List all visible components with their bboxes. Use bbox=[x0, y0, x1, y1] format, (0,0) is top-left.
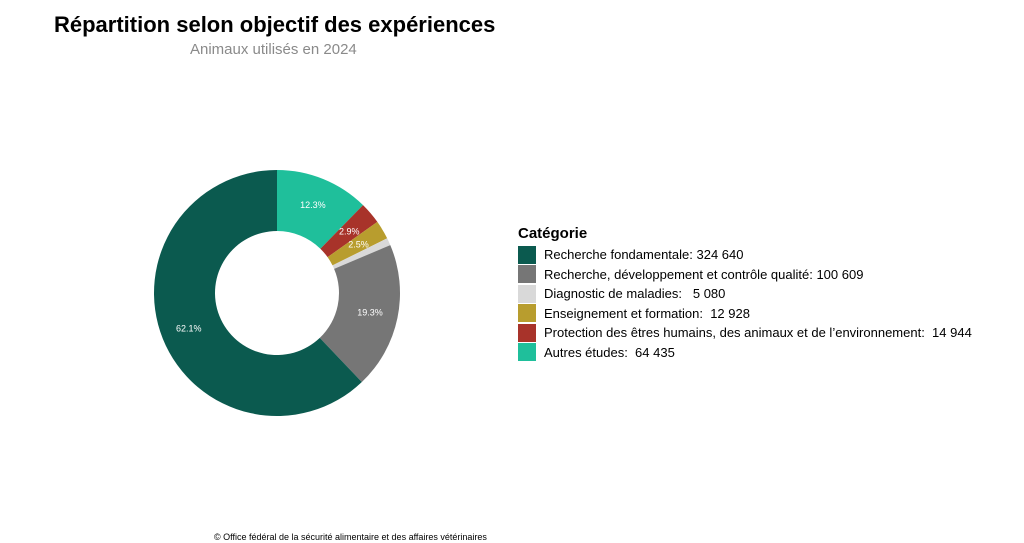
legend-title: Catégorie bbox=[518, 225, 588, 242]
slice-label: 2.5% bbox=[348, 239, 369, 249]
legend-item: Recherche fondamentale: 324 640 bbox=[518, 245, 972, 265]
slice-label: 62.1% bbox=[176, 323, 202, 333]
legend-label: Recherche fondamentale: 324 640 bbox=[544, 247, 744, 263]
legend-swatch bbox=[518, 245, 536, 264]
legend-label: Autres études: 64 435 bbox=[544, 344, 675, 360]
slice-protection-des-tres-humains-des-animaux-et-de-l-environnement bbox=[320, 205, 378, 258]
slice-enseignement-et-formation bbox=[327, 221, 388, 266]
legend-swatch bbox=[518, 304, 536, 323]
legend-label: Enseignement et formation: 12 928 bbox=[544, 305, 750, 321]
chart-subtitle: Animaux utilisés en 2024 bbox=[190, 41, 357, 58]
source-note: © Office fédéral de la sécurité alimenta… bbox=[214, 532, 487, 542]
legend-swatch bbox=[518, 284, 536, 303]
legend-swatch bbox=[518, 343, 536, 362]
slice-label: 12.3% bbox=[300, 200, 326, 210]
legend-item: Protection des êtres humains, des animau… bbox=[518, 323, 972, 343]
legend-label: Recherche, développement et contrôle qua… bbox=[544, 266, 864, 282]
slice-recherche-fondamentale bbox=[153, 170, 362, 416]
legend-item: Enseignement et formation: 12 928 bbox=[518, 304, 972, 324]
legend-swatch bbox=[518, 265, 536, 284]
slice-recherche-d-veloppement-et-contr-le-qualit- bbox=[319, 245, 400, 383]
legend-label: Diagnostic de maladies: 5 080 bbox=[544, 286, 726, 302]
slice-autres-tudes bbox=[277, 170, 364, 249]
chart-title: Répartition selon objectif des expérienc… bbox=[54, 12, 496, 37]
slice-diagnostic-de-maladies bbox=[332, 238, 391, 269]
legend-item: Diagnostic de maladies: 5 080 bbox=[518, 284, 972, 304]
slice-label: 19.3% bbox=[357, 307, 383, 317]
legend-item: Recherche, développement et contrôle qua… bbox=[518, 265, 972, 285]
legend-item: Autres études: 64 435 bbox=[518, 343, 972, 363]
legend-swatch bbox=[518, 323, 536, 342]
legend-label: Protection des êtres humains, des animau… bbox=[544, 325, 972, 341]
legend: Catégorie Recherche fondamentale: 324 64… bbox=[518, 225, 972, 362]
slice-label: 2.9% bbox=[339, 226, 360, 236]
